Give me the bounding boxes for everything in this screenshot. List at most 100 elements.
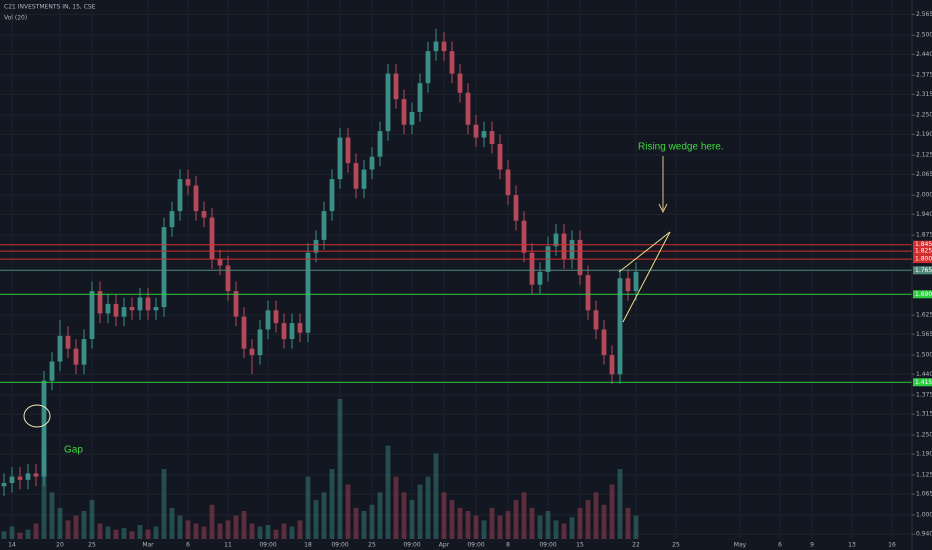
annotation: Rising wedge here.	[638, 142, 724, 153]
volume-bar	[209, 504, 215, 539]
candle-body	[361, 169, 367, 189]
candle-body	[337, 137, 343, 180]
wedge-lower-line	[622, 231, 671, 323]
x-tick-label: 25	[672, 542, 680, 549]
candle-body	[369, 156, 375, 170]
volume-bar	[185, 520, 191, 539]
y-tick-label: 1.625	[916, 312, 932, 319]
arrow-head	[658, 203, 668, 214]
volume-bar	[153, 526, 159, 539]
candle-body	[513, 195, 519, 221]
y-tick-label: 2.125	[916, 152, 932, 159]
volume-bar	[41, 445, 47, 539]
volume-bar	[377, 492, 383, 539]
candle-body	[577, 239, 583, 276]
x-tick-label: 9	[810, 542, 814, 549]
volume-bar	[17, 532, 23, 539]
candle-body	[209, 217, 215, 260]
x-tick-label: 14	[8, 542, 16, 549]
volume-bar	[289, 526, 295, 539]
y-tick-label: 2.565	[916, 11, 932, 18]
volume-bar	[353, 507, 359, 539]
candle-body	[49, 361, 55, 381]
y-tick-label: 1.375	[916, 392, 932, 399]
candle-body	[329, 179, 335, 212]
candle-body	[441, 41, 447, 52]
y-tick-label: 1.250	[916, 432, 932, 439]
volume-bar	[233, 515, 239, 539]
volume-bar	[465, 511, 471, 539]
candle-body	[497, 143, 503, 170]
x-tick-label: 09:00	[539, 542, 556, 549]
level-label-box	[913, 378, 932, 387]
volume-bar	[137, 525, 143, 539]
volume-bar	[617, 469, 623, 539]
candle-body	[489, 131, 495, 144]
x-tick-label: 18	[304, 542, 312, 549]
volume-bar	[337, 399, 343, 539]
candle-body	[113, 303, 119, 317]
volume-bar	[121, 528, 127, 539]
volume-bar	[585, 500, 591, 539]
volume-bar	[161, 469, 167, 539]
y-tick-label: 1.315	[916, 411, 932, 418]
volume-bar	[521, 492, 527, 539]
volume-bar	[457, 507, 463, 539]
candle-body	[185, 179, 191, 186]
volume-bar	[113, 529, 119, 539]
candle-body	[129, 307, 135, 311]
volume-bar	[281, 523, 287, 539]
candle-body	[169, 211, 175, 228]
volume-bar	[105, 526, 111, 539]
candle-body	[273, 310, 279, 324]
candle-body	[417, 83, 423, 112]
y-tick-label: 1.440	[916, 371, 932, 378]
volume-bar	[625, 507, 631, 539]
volume-bar	[177, 515, 183, 539]
x-tick-label: 11	[224, 542, 232, 549]
candle-body	[233, 291, 239, 317]
x-tick-label: 20	[56, 542, 64, 549]
x-tick-label: 22	[632, 542, 640, 549]
volume-bar	[273, 529, 279, 539]
volume-bar	[145, 529, 151, 539]
y-tick-label: 1.500	[916, 352, 932, 359]
y-tick-label: 2.440	[916, 51, 932, 58]
candle-body	[57, 335, 63, 362]
candle-body	[561, 233, 567, 260]
x-tick-label: 25	[368, 542, 376, 549]
candle-body	[9, 476, 15, 484]
candle-body	[105, 303, 111, 314]
volume-bar	[169, 507, 175, 539]
candle-body	[601, 329, 607, 356]
volume-bar	[417, 484, 423, 539]
volume-bar	[441, 492, 447, 539]
level-label: 1.800	[915, 256, 932, 263]
volume-bar	[193, 523, 199, 539]
candle-body	[505, 169, 511, 196]
volume-bar	[97, 523, 103, 539]
volume-bar	[401, 492, 407, 539]
volume-bar	[217, 523, 223, 539]
candle-body	[201, 211, 207, 218]
candle-body	[121, 307, 127, 317]
candle-body	[321, 211, 327, 240]
x-tick-label: 13	[848, 542, 856, 549]
candle-body	[585, 275, 591, 311]
candle-body	[473, 124, 479, 138]
candle-body	[313, 239, 319, 253]
volume-bar	[513, 500, 519, 539]
volume-bar	[393, 476, 399, 539]
volume-bar	[65, 520, 71, 539]
level-label: 1.690	[915, 291, 932, 298]
volume-bar	[225, 520, 231, 539]
candle-body	[457, 73, 463, 93]
candle-body	[393, 73, 399, 100]
volume-bar	[633, 515, 639, 539]
volume-bar	[49, 492, 55, 539]
level-label-box	[913, 290, 932, 299]
volume-bar	[433, 453, 439, 539]
y-tick-label: 2.250	[916, 112, 932, 119]
volume-bar	[73, 515, 79, 539]
y-tick-label: 1.875	[916, 232, 932, 239]
